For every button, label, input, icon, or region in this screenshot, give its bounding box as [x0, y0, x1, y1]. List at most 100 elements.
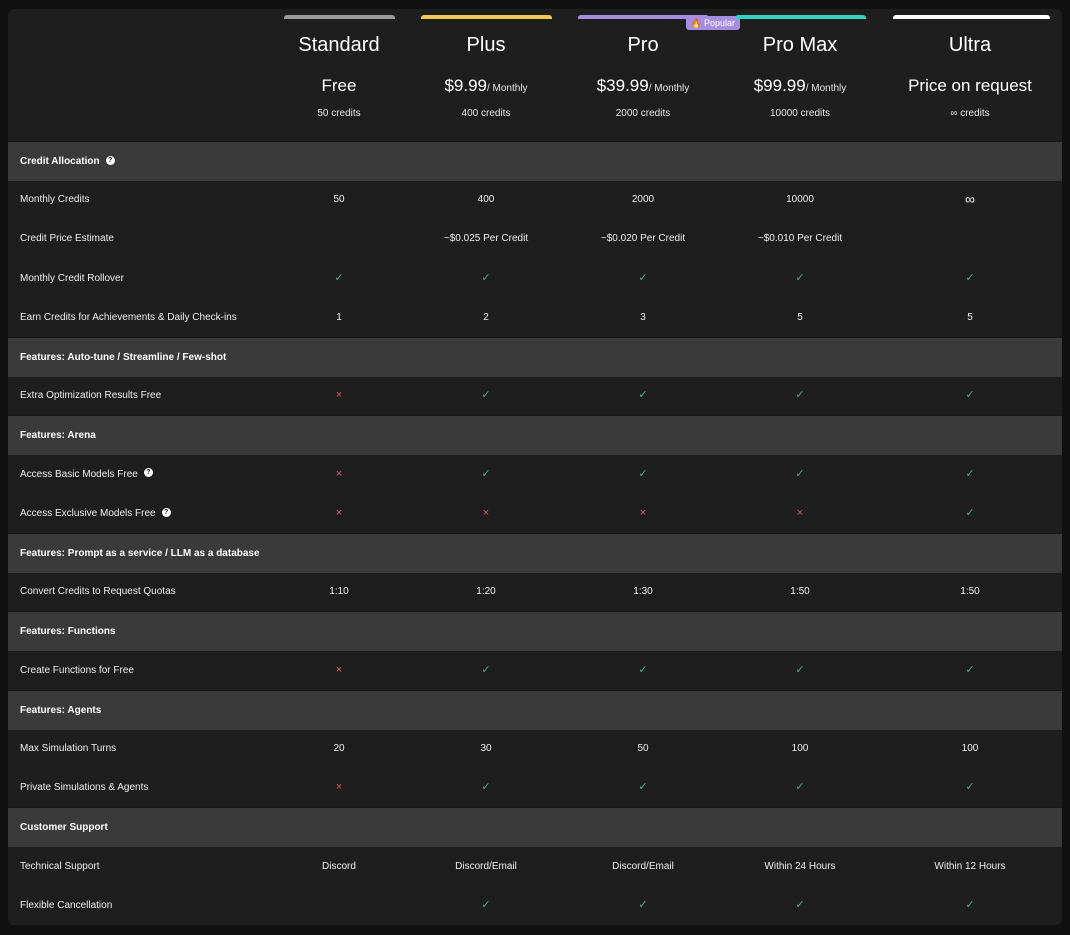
cell-pro-max: 10000: [786, 194, 814, 206]
flame-icon: 🔥: [690, 18, 702, 28]
plan-credits: 2000 credits: [615, 108, 671, 119]
feature-label: Access Basic Models Free?: [20, 455, 153, 494]
check-icon: ✓: [638, 663, 648, 676]
label-text: Customer Support: [20, 822, 108, 834]
check-icon: ✓: [965, 389, 975, 402]
plan-color-bar: [735, 15, 866, 19]
cell-pro: 1:30: [633, 586, 653, 598]
plan-credits: ∞ credits: [950, 108, 990, 119]
check-icon: ✓: [638, 781, 648, 794]
label-text: Access Exclusive Models Free: [20, 507, 156, 519]
cross-icon: ×: [335, 467, 343, 480]
cell-plus: 30: [480, 743, 492, 754]
cell-plus: ~$0.025 Per Credit: [443, 233, 529, 245]
help-icon[interactable]: ?: [143, 468, 153, 478]
cell-pro: Discord/Email: [612, 860, 674, 872]
plan-name: Plus: [466, 34, 506, 56]
check-icon: ✓: [481, 663, 491, 676]
price-amount: Free: [321, 76, 357, 95]
feature-label: Extra Optimization Results Free: [20, 376, 161, 415]
cell-standard: [264, 219, 414, 258]
infinity-icon: ∞: [965, 191, 975, 208]
feature-row-technical-support: Technical Support Discord Discord/Email Dis…: [8, 847, 1062, 886]
cell-plus: 400: [477, 194, 495, 206]
plan-column-pro-max: Pro Max $99.99/ Monthly 10000 credits: [725, 9, 875, 139]
label-text: Convert Credits to Request Quotas: [20, 586, 176, 598]
check-icon: ✓: [965, 898, 975, 911]
cell-standard: Discord: [322, 860, 356, 872]
cell-pro: 3: [640, 311, 646, 323]
feature-row-convert-credits-to-request-quotas: Convert Credits to Request Quotas 1:10 1:2…: [8, 572, 1062, 611]
feature-label: Max Simulation Turns: [20, 729, 116, 768]
plan-name: Pro Max: [762, 34, 838, 56]
cross-icon: ×: [482, 506, 490, 519]
feature-row-private-simulations-agents: Private Simulations & Agents × ✓ ✓ ✓ ✓: [8, 768, 1062, 807]
check-icon: ✓: [965, 781, 975, 794]
check-icon: ✓: [481, 898, 491, 911]
check-icon: ✓: [795, 467, 805, 480]
label-text: Credit Allocation: [20, 156, 100, 167]
plan-column-ultra: Ultra Price on request ∞ credits: [875, 9, 1062, 139]
plan-color-bar: [578, 15, 709, 19]
help-icon[interactable]: ?: [105, 155, 115, 165]
cell-standard: 1:10: [329, 586, 349, 598]
price-amount: Price on request: [908, 76, 1032, 95]
section-header-credit-allocation: Credit Allocation?: [8, 141, 1062, 181]
feature-label: Create Functions for Free: [20, 651, 134, 690]
plan-name: Pro: [627, 34, 659, 56]
label-text: Extra Optimization Results Free: [20, 390, 162, 402]
label-text: Max Simulation Turns: [20, 743, 117, 754]
plan-color-bar: [421, 15, 552, 19]
plan-color-bar: [893, 15, 1050, 19]
feature-label: Flexible Cancellation: [20, 886, 112, 925]
check-icon: ✓: [481, 467, 491, 480]
section-title: Features: Auto-tune / Streamline / Few-s…: [20, 338, 226, 377]
cross-icon: ×: [335, 781, 343, 794]
label-text: Features: Auto-tune / Streamline / Few-s…: [20, 352, 227, 363]
help-icon[interactable]: ?: [161, 507, 171, 517]
check-icon: ✓: [965, 506, 975, 519]
price-amount: $39.99: [596, 76, 649, 95]
cell-pro-max: ~$0.010 Per Credit: [757, 233, 843, 245]
feature-row-create-functions-for-free: Create Functions for Free × ✓ ✓ ✓ ✓: [8, 651, 1062, 690]
feature-row-max-simulation-turns: Max Simulation Turns 20 30 50 100 100: [8, 729, 1062, 768]
section-header-features-functions: Features: Functions: [8, 611, 1062, 652]
price-period: / Monthly: [486, 83, 528, 94]
section-header-features-prompt-as-a-service-llm-as-a-database: Features: Prompt as a service / LLM as a…: [8, 533, 1062, 573]
plan-price: Price on request: [875, 76, 1062, 96]
label-text: Private Simulations & Agents: [20, 782, 149, 794]
label-text: Features: Prompt as a service / LLM as a…: [20, 548, 260, 559]
plan-name: Standard: [298, 34, 380, 56]
check-icon: ✓: [481, 781, 491, 794]
check-icon: ✓: [965, 663, 975, 676]
plan-price: $99.99/ Monthly: [725, 76, 875, 96]
cell-standard: 1: [336, 311, 342, 323]
cell-pro: 2000: [631, 194, 655, 206]
feature-label: Technical Support: [20, 847, 100, 886]
feature-label: Private Simulations & Agents: [20, 768, 148, 807]
section-title: Customer Support: [20, 808, 108, 847]
plan-price: Free: [264, 76, 414, 96]
check-icon: ✓: [638, 467, 648, 480]
cross-icon: ×: [335, 389, 343, 402]
feature-row-earn-credits-for-achievements-daily-check-ins: Earn Credits for Achievements & Daily Ch…: [8, 298, 1062, 337]
cross-icon: ×: [335, 663, 343, 676]
feature-label: Monthly Credits: [20, 180, 89, 219]
section-title: Features: Arena: [20, 416, 96, 455]
check-icon: ✓: [638, 898, 648, 911]
cell-ultra: 100: [961, 743, 979, 754]
label-text: Features: Functions: [20, 626, 116, 638]
cell-pro-max: 100: [791, 743, 809, 754]
feature-row-access-basic-models-free: Access Basic Models Free? × ✓ ✓ ✓ ✓: [8, 455, 1062, 494]
price-amount: $9.99: [444, 76, 487, 95]
cross-icon: ×: [639, 506, 647, 519]
plan-credits: 400 credits: [461, 108, 511, 119]
label-text: Access Basic Models Free: [20, 468, 138, 480]
label-text: Features: Agents: [20, 704, 102, 716]
cell-pro: ~$0.020 Per Credit: [600, 233, 686, 245]
cell-ultra: 5: [967, 311, 973, 323]
cell-ultra: Within 12 Hours: [934, 860, 1006, 872]
cell-pro-max: 5: [797, 311, 803, 323]
check-icon: ✓: [795, 781, 805, 794]
popular-badge-label: Popular: [703, 18, 735, 28]
